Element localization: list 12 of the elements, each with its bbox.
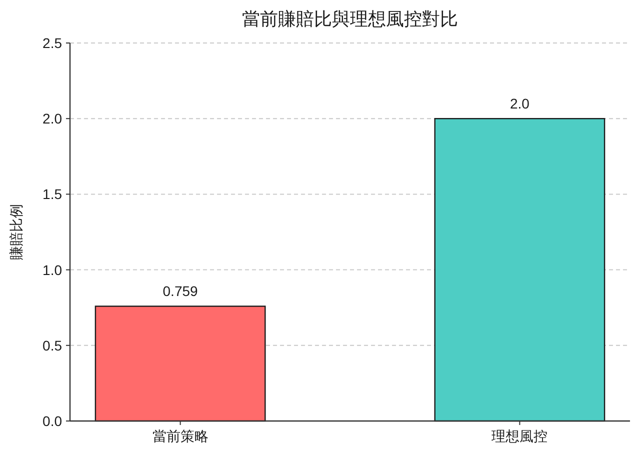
data-label: 0.759: [162, 283, 198, 300]
x-tick-label: 當前策略: [152, 428, 208, 444]
y-axis-title: 賺賠比例: [8, 204, 24, 260]
x-tick-label: 理想風控: [492, 428, 548, 444]
data-label: 2.0: [510, 96, 530, 112]
y-tick-label: 2.5: [42, 35, 62, 51]
y-tick-label: 0.0: [42, 413, 62, 429]
y-tick-label: 2.0: [42, 110, 62, 127]
y-tick-label: 1.5: [42, 186, 62, 202]
y-tick-label: 1.0: [42, 262, 62, 278]
y-tick-label: 0.5: [42, 337, 62, 354]
chart-title: 當前賺賠比與理想風控對比: [242, 9, 458, 29]
